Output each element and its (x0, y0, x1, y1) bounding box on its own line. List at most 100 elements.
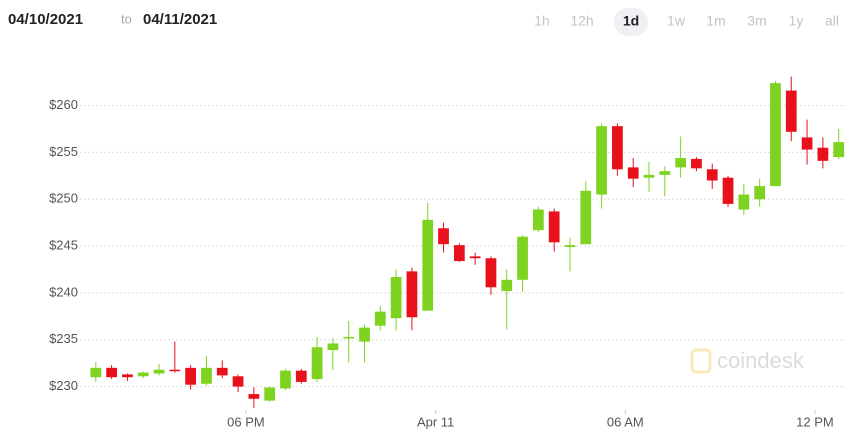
candle (517, 234, 528, 292)
candle-body (185, 367, 197, 385)
candle-body (564, 245, 576, 248)
candle-body (169, 369, 181, 372)
watermark-icon (690, 348, 712, 374)
x-tick-label: 06 PM (227, 414, 265, 429)
candle-body (722, 177, 734, 204)
candle (106, 365, 117, 380)
candle (169, 341, 181, 373)
candle (374, 306, 386, 331)
candle (469, 252, 481, 265)
candle (311, 336, 323, 382)
candle (738, 184, 750, 216)
candle (691, 157, 702, 172)
candle-body (580, 190, 592, 245)
candle-body (501, 279, 513, 292)
candle-body (706, 169, 718, 181)
range-button[interactable]: 1w (667, 13, 686, 29)
date-to: 04/11/2021 (143, 11, 217, 28)
candle-body (770, 83, 781, 187)
range-button[interactable]: 12h (570, 13, 593, 29)
candle (153, 364, 165, 376)
candle-body (548, 211, 560, 243)
range-button[interactable]: 1y (789, 13, 804, 29)
y-tick-label: $255 (49, 144, 78, 159)
candle (453, 243, 465, 262)
candle-body (754, 186, 766, 200)
candle (770, 81, 781, 187)
range-button[interactable]: all (825, 13, 839, 29)
candle (406, 267, 418, 331)
candle-body (216, 367, 228, 376)
candle-body (201, 367, 212, 384)
candle-body (675, 158, 686, 168)
candle (122, 373, 133, 381)
candle-body (90, 367, 102, 378)
candle (706, 163, 718, 189)
candle (675, 136, 686, 178)
candle (548, 208, 560, 252)
candle (817, 137, 829, 169)
candle (596, 123, 607, 209)
candle-body (295, 370, 307, 382)
candle-body (327, 343, 339, 351)
y-tick-label: $240 (49, 284, 78, 299)
candle (485, 256, 497, 295)
candle-body (833, 142, 845, 158)
candle-body (453, 245, 465, 262)
y-tick-label: $245 (49, 238, 78, 253)
candle (801, 119, 813, 165)
candle-body (248, 394, 260, 399)
candle-body (817, 147, 829, 161)
candle (438, 222, 449, 253)
y-tick-label: $260 (49, 97, 78, 112)
candle-body (738, 194, 750, 210)
candle-body (374, 311, 386, 326)
candle-body (422, 219, 434, 311)
watermark: coindesk (690, 348, 805, 374)
range-button[interactable]: 1d (623, 13, 639, 29)
watermark-text: coindesk (717, 348, 805, 373)
candle (359, 324, 370, 363)
candle-body (343, 336, 355, 339)
candle (248, 387, 260, 409)
candle (659, 166, 671, 197)
date-separator: to (121, 11, 132, 26)
candle (201, 355, 212, 386)
y-tick-label: $230 (49, 378, 78, 393)
range-selected-bg (614, 8, 648, 36)
candle (295, 368, 307, 384)
candle-body (643, 174, 655, 178)
candle (280, 368, 291, 391)
candle-body (691, 158, 702, 169)
candle (422, 202, 434, 311)
candle (390, 269, 402, 331)
candle (264, 386, 276, 402)
candle (754, 178, 766, 207)
range-button[interactable]: 1m (706, 13, 725, 29)
candle (185, 365, 197, 390)
candle-body (122, 374, 133, 378)
candle (327, 337, 339, 370)
candle-body (517, 236, 528, 280)
range-button[interactable]: 3m (747, 13, 766, 29)
candle-body (359, 327, 370, 342)
candle (232, 374, 244, 393)
candle (580, 181, 592, 245)
candle (343, 321, 355, 363)
candle-body (612, 126, 623, 170)
candle-body (232, 376, 244, 387)
range-button[interactable]: 1h (534, 13, 550, 29)
candle-body (532, 209, 544, 231)
x-tick-label: 12 PM (796, 414, 834, 429)
candle (216, 360, 228, 379)
candle-body (659, 171, 671, 175)
y-tick-label: $250 (49, 191, 78, 206)
candle-body (596, 126, 607, 195)
candle-body (406, 271, 418, 318)
candle-body (106, 367, 117, 378)
candle-body (153, 369, 165, 374)
candle (501, 269, 513, 330)
candle (532, 206, 544, 233)
